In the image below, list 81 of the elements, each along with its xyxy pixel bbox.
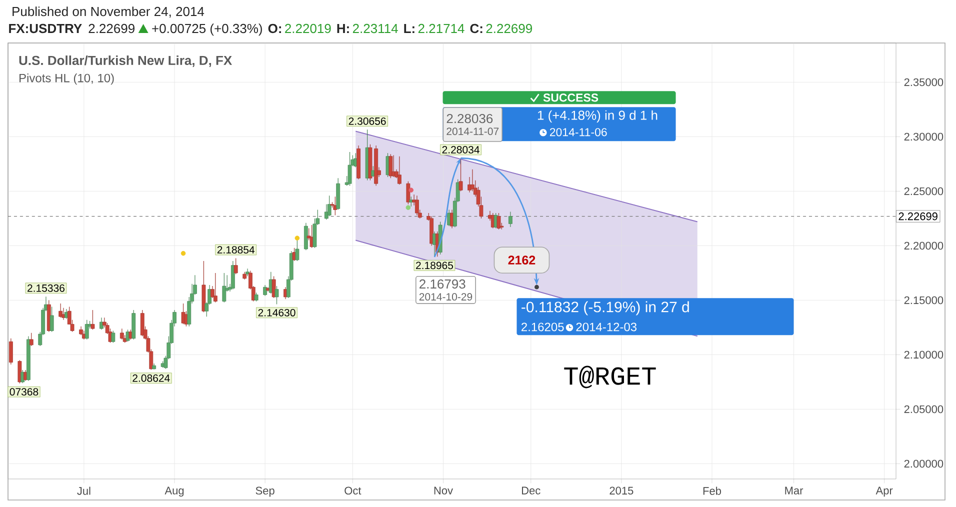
text: Published on November 24, 2014 <box>12 6 204 18</box>
text: +0.00725 (+0.33%) <box>152 24 262 36</box>
text: U.S. Dollar/Turkish New Lira, D, FX <box>19 56 232 67</box>
candlestick <box>406 181 410 205</box>
candlestick <box>120 328 124 340</box>
candlestick <box>234 258 238 274</box>
annotation: 2014-10-29 <box>419 293 472 301</box>
text: C: <box>470 24 482 34</box>
candlestick <box>18 360 22 384</box>
ref-line-label: 2.22699 <box>898 212 938 220</box>
candlestick <box>274 286 279 305</box>
annotation: 2.08624 <box>132 374 170 382</box>
y-tick-label: 2.20000 <box>904 242 944 250</box>
text: 2.21714 <box>418 24 464 33</box>
x-tick-label: Feb <box>703 486 721 495</box>
candlestick <box>213 272 218 303</box>
annotation: 07368 <box>10 388 38 396</box>
candlestick <box>230 260 235 290</box>
candlestick <box>409 196 414 207</box>
x-tick-label: Sep <box>256 486 274 497</box>
point <box>408 188 414 193</box>
y-tick-label: 2.00000 <box>904 460 944 468</box>
candlestick <box>415 195 419 216</box>
annotation: 2014-11-06 <box>550 128 607 136</box>
candlestick <box>8 338 13 365</box>
point <box>406 205 411 210</box>
annotation: 2014-11-07 <box>446 128 499 136</box>
annotation: 2.30656 <box>348 117 386 125</box>
text: L: <box>404 24 414 33</box>
annotation: 2.15336 <box>28 284 64 292</box>
candlestick <box>111 330 116 344</box>
candlestick <box>100 317 104 330</box>
annotation: 2.28036 <box>446 114 493 124</box>
text: H: <box>337 24 349 33</box>
candlestick <box>272 276 276 298</box>
annotation: -0.11832 (-5.19%) in 27 d <box>522 301 689 316</box>
annotation: 2.16793 <box>420 279 466 289</box>
text: 2.22699 <box>486 24 532 34</box>
text: O: <box>268 24 281 34</box>
annotation: 2.16205 <box>522 322 564 332</box>
candlestick <box>140 310 144 336</box>
annotation: SUCCESS <box>543 94 598 102</box>
x-tick-label: Apr <box>876 486 893 497</box>
candlestick <box>222 272 226 303</box>
y-tick-label: 2.25000 <box>904 187 944 196</box>
annotation: 2014-12-03 <box>576 322 637 332</box>
point <box>180 250 186 256</box>
x-tick-label: 2015 <box>610 486 634 495</box>
candlestick <box>29 332 34 346</box>
annotation: 1 (+4.18%) in 9 d 1 h <box>538 110 658 122</box>
candlestick <box>327 195 332 217</box>
x-tick-label: Aug <box>164 486 184 497</box>
annotation: 2.14630 <box>258 308 296 316</box>
x-tick-label: Dec <box>522 486 540 494</box>
candlestick <box>508 211 512 228</box>
candlestick <box>50 306 54 332</box>
y-tick-label: 2.35000 <box>904 78 944 86</box>
candlestick <box>388 154 393 178</box>
candlestick <box>458 158 463 192</box>
text: 2.22019 <box>285 24 331 34</box>
annotation: T@RGET <box>564 366 656 388</box>
text: FX:USDTRY <box>9 24 82 34</box>
text: 2.22699 <box>88 24 134 34</box>
candlestick <box>58 303 63 318</box>
candlestick <box>246 268 250 277</box>
y-tick-label: 2.15000 <box>904 296 944 304</box>
x-tick-label: Nov <box>434 486 453 494</box>
annotation: 2.28034 <box>442 146 480 154</box>
y-tick-label: 2.10000 <box>904 350 944 359</box>
y-tick-label: 2.30000 <box>904 132 944 141</box>
annotation: 2.18965 <box>416 262 454 270</box>
x-tick-label: Mar <box>785 486 804 494</box>
annotation: 2.18854 <box>217 246 255 254</box>
text: Pivots HL (10, 10) <box>20 73 114 85</box>
y-tick-label: 2.05000 <box>904 405 944 414</box>
x-tick-label: Oct <box>344 486 362 495</box>
annotation: 2162 <box>508 256 536 265</box>
x-tick-label: Jul <box>77 486 90 495</box>
candlestick <box>304 222 308 250</box>
text: 2.23114 <box>352 24 398 34</box>
point <box>294 236 300 240</box>
